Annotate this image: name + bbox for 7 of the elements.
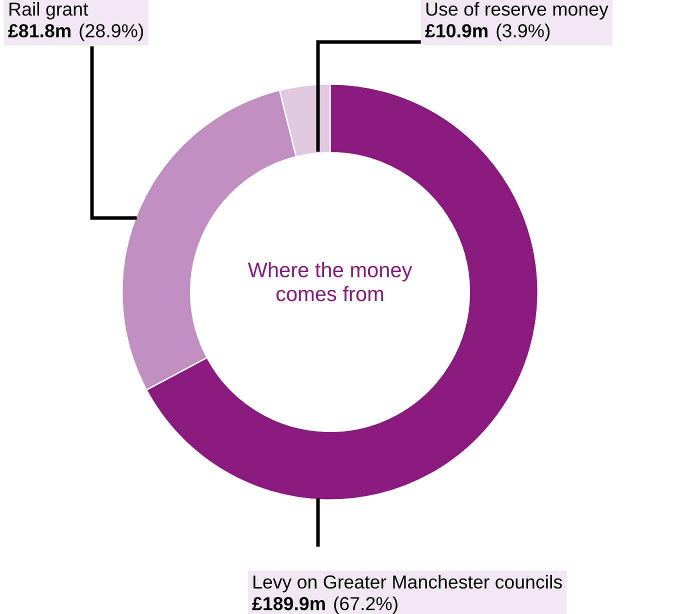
data-label: £81.8m (28.9%) xyxy=(8,24,144,42)
text: Where the money comes from xyxy=(248,262,412,302)
data-label: £10.9m (3.9%) xyxy=(425,24,550,42)
slice-label: Levy on Greater Manchester councils xyxy=(254,574,562,592)
slice-label: Rail grant xyxy=(10,2,88,20)
data-label: £189.9m (67.2%) xyxy=(252,596,398,614)
slice-label: Use of reserve money xyxy=(426,2,608,20)
